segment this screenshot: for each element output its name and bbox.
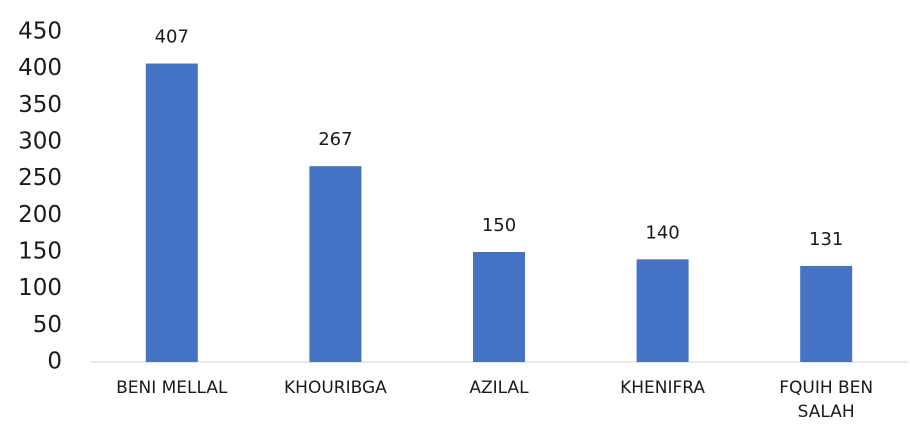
y-tick-label: 0 xyxy=(47,349,62,375)
y-tick-label: 100 xyxy=(18,275,62,301)
bar xyxy=(636,259,689,362)
y-tick-label: 400 xyxy=(18,55,62,81)
y-tick-label: 250 xyxy=(18,165,62,191)
x-tick-label: AZILAL xyxy=(469,378,529,398)
x-tick-label: KHOURIBGA xyxy=(284,378,387,398)
x-tick-label: KHENIFRA xyxy=(620,378,706,398)
bar xyxy=(800,265,853,362)
y-tick-label: 450 xyxy=(18,19,62,45)
data-label: 150 xyxy=(482,215,516,236)
y-tick-label: 200 xyxy=(18,202,62,228)
x-tick-label: BENI MELLAL xyxy=(116,378,228,398)
data-label: 131 xyxy=(809,229,843,250)
bar xyxy=(145,63,198,363)
y-tick-label: 350 xyxy=(18,92,62,118)
data-label: 267 xyxy=(318,129,352,150)
y-tick-label: 150 xyxy=(18,239,62,265)
bar xyxy=(309,166,362,362)
x-tick-label: FQUIH BEN SALAH xyxy=(779,378,874,422)
y-tick-label: 50 xyxy=(33,312,62,338)
data-label: 407 xyxy=(155,27,189,48)
y-tick-label: 300 xyxy=(18,129,62,155)
bar xyxy=(473,252,525,362)
data-label: 140 xyxy=(645,222,679,243)
